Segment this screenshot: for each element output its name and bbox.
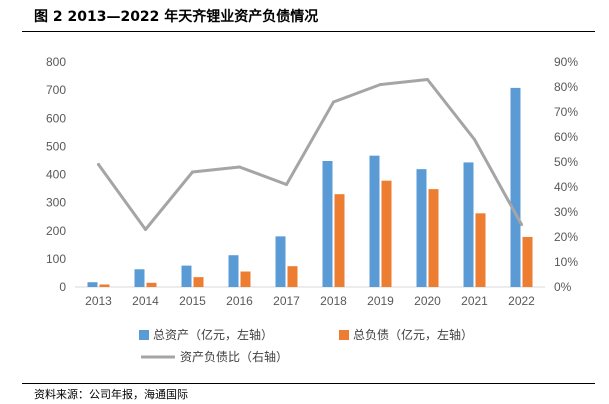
legend-label-debt-ratio: 资产负债比（右轴） xyxy=(180,349,288,364)
x-axis-tick-label: 2018 xyxy=(320,294,347,308)
x-axis-tick-label: 2014 xyxy=(132,294,159,308)
line-point xyxy=(238,165,241,169)
bar-total-liabilities xyxy=(99,284,110,287)
left-axis-tick-label: 700 xyxy=(46,83,66,97)
right-axis-tick-label: 60% xyxy=(554,130,578,144)
left-axis-tick-label: 800 xyxy=(46,55,66,69)
x-axis: 2013 2014 2015 2016 2017 2018 2019 2020 2021 2022 xyxy=(85,294,535,308)
bar-total-liabilities xyxy=(522,236,533,287)
right-axis-tick-label: 30% xyxy=(554,205,578,219)
left-axis-tick-label: 300 xyxy=(46,196,66,210)
bar-total-assets xyxy=(181,265,192,287)
x-axis-tick-label: 2021 xyxy=(461,294,488,308)
bar-total-assets xyxy=(134,269,145,287)
source-rule xyxy=(22,383,595,384)
bar-total-liabilities xyxy=(287,266,298,287)
title-rule xyxy=(22,31,595,32)
bar-total-liabilities xyxy=(381,180,392,287)
right-axis-tick-label: 70% xyxy=(554,105,578,119)
left-axis-tick-label: 600 xyxy=(46,111,66,125)
left-axis-tick-label: 0 xyxy=(59,280,66,294)
x-axis-tick-label: 2019 xyxy=(367,294,394,308)
right-axis-tick-label: 40% xyxy=(554,180,578,194)
right-axis-tick-label: 20% xyxy=(554,230,578,244)
line-point xyxy=(144,228,147,231)
x-axis-tick-label: 2013 xyxy=(85,294,112,308)
bar-total-assets xyxy=(416,169,427,287)
left-axis-tick-label: 500 xyxy=(46,139,66,153)
x-axis-tick-label: 2015 xyxy=(179,294,206,308)
legend-label-total-liabilities: 总负债（亿元，左轴） xyxy=(353,327,473,342)
right-axis-tick-label: 0% xyxy=(554,280,572,294)
figure-title: 图 2 2013—2022 年天齐锂业资产负债情况 xyxy=(34,9,319,25)
right-axis-tick-label: 90% xyxy=(554,55,578,69)
bar-total-assets xyxy=(369,155,380,287)
legend: 总资产（亿元，左轴） 总负债（亿元，左轴） 资产负债比（右轴） xyxy=(139,327,473,364)
bar-total-liabilities xyxy=(146,282,157,287)
bar-total-assets xyxy=(228,255,239,287)
bar-total-assets xyxy=(275,236,286,287)
bar-total-liabilities xyxy=(334,194,345,287)
bar-total-assets xyxy=(87,282,98,287)
left-axis: 0 100 200 300 400 500 600 700 800 xyxy=(46,55,66,294)
bar-total-liabilities xyxy=(240,271,251,287)
right-axis: 0% 10% 20% 30% 40% 50% 60% 70% 80% 90% xyxy=(554,55,578,294)
line-series xyxy=(97,78,523,231)
bar-total-assets xyxy=(510,87,521,287)
x-axis-tick-label: 2016 xyxy=(226,294,253,308)
left-axis-tick-label: 200 xyxy=(46,224,66,238)
line-point xyxy=(332,100,335,104)
x-axis-tick-label: 2022 xyxy=(508,294,535,308)
line-point xyxy=(379,83,382,86)
bar-total-liabilities xyxy=(428,189,439,287)
left-axis-tick-label: 400 xyxy=(46,168,66,182)
line-point xyxy=(97,163,100,166)
right-axis-tick-label: 10% xyxy=(554,255,578,269)
bar-total-liabilities xyxy=(193,277,204,287)
line-point xyxy=(426,78,429,81)
right-axis-tick-label: 50% xyxy=(554,155,578,169)
legend-swatch-total-liabilities xyxy=(339,330,349,340)
source-note: 资料来源：公司年报，海通国际 xyxy=(34,388,188,401)
left-axis-tick-label: 100 xyxy=(46,252,66,266)
line-point xyxy=(191,170,194,174)
bars xyxy=(87,87,533,287)
right-axis-tick-label: 80% xyxy=(554,80,578,94)
x-axis-tick-label: 2017 xyxy=(273,294,300,308)
line-point xyxy=(520,223,523,226)
bar-total-assets xyxy=(463,162,474,287)
line-point xyxy=(473,138,476,141)
line-debt-ratio xyxy=(97,78,523,231)
legend-label-total-assets: 总资产（亿元，左轴） xyxy=(153,327,273,342)
bar-total-assets xyxy=(322,161,333,287)
bar-total-liabilities xyxy=(475,213,486,287)
line-point xyxy=(285,183,288,186)
x-axis-tick-label: 2020 xyxy=(414,294,441,308)
legend-swatch-total-assets xyxy=(139,330,149,340)
